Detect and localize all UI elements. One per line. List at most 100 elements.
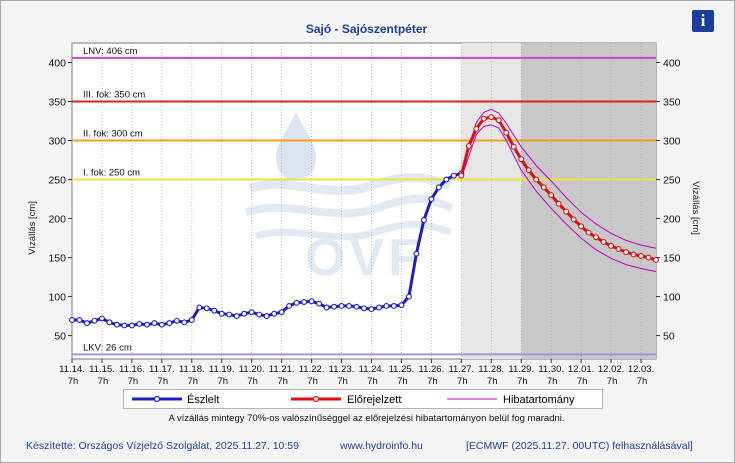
forecast-point [570, 216, 577, 223]
x-tick-date-label: 11.14. [59, 364, 85, 375]
forecast-point [465, 143, 472, 149]
y-tick-label-left: 150 [48, 253, 66, 265]
observed-point [76, 317, 83, 323]
series [69, 114, 659, 329]
observed-point [413, 250, 420, 257]
observed-point [278, 309, 285, 316]
x-tick-hour-label: 7h [547, 376, 558, 387]
forecast-point [480, 115, 487, 122]
x-tick-hour-label: 7h [98, 376, 109, 387]
y-axis-label-left: Vízállás [cm] [27, 201, 38, 255]
x-tick-date-label: 11.20. [239, 364, 265, 375]
legend-forecast-label: Előrejelzett [347, 394, 401, 406]
x-tick-hour-label: 7h [607, 376, 618, 387]
legend-forecast-marker [312, 395, 320, 403]
footer-website-link[interactable]: www.hydroinfo.hu [340, 440, 423, 452]
legend: Észlelt Előrejelzett Hibatartomány [123, 389, 603, 409]
observed-point [353, 303, 360, 310]
forecast-shade-light [461, 43, 522, 359]
x-tick-hour-label: 7h [577, 376, 588, 387]
info-icon[interactable]: i [692, 10, 714, 32]
forecast-point [608, 242, 615, 249]
y-tick-label-right: 50 [663, 331, 675, 343]
x-tick-hour-label: 7h [68, 376, 79, 387]
forecast-point [563, 208, 570, 215]
x-tick-date-label: 11.26. [419, 364, 445, 375]
chart-title: Sajó - Sajószentpéter [305, 22, 428, 36]
x-tick-date-label: 11.21. [269, 364, 295, 375]
x-tick-date-label: 11.23. [329, 364, 355, 375]
observed-point [450, 172, 457, 179]
x-tick-date-label: 11.29. [508, 364, 534, 375]
level-label: LNV: 406 cm [83, 46, 138, 57]
observed-point [323, 304, 330, 311]
footer-model-note: [ECMWF (2025.11.27. 00UTC) felhasználásá… [466, 440, 693, 452]
error-band [460, 108, 657, 273]
wave-line [254, 220, 452, 241]
y-tick-label-right: 400 [663, 58, 681, 70]
forecast-point [458, 172, 465, 179]
y-tick-label-right: 250 [663, 175, 681, 187]
forecast-point [510, 143, 517, 150]
y-tick-label-right: 150 [663, 253, 681, 265]
forecast-point [585, 229, 592, 236]
observed-point [376, 304, 382, 311]
observed-point [383, 302, 390, 309]
forecast-point [495, 117, 502, 124]
forecast-point [518, 156, 525, 163]
observed-point [173, 317, 180, 324]
observed-point [128, 322, 135, 329]
x-tick-date-label: 11.30. [538, 364, 564, 375]
x-tick-date-label: 11.17. [149, 364, 175, 375]
observed-point [428, 196, 435, 202]
legend-svg: Észlelt Előrejelzett Hibatartomány [132, 393, 575, 406]
observed-point [248, 309, 255, 316]
footer-author: Készítette: Országos Vízjelző Szolgálat,… [26, 440, 299, 452]
observed-point [405, 293, 412, 300]
water-drop-icon [276, 112, 316, 181]
forecast-period-shading [461, 43, 656, 359]
level-label: II. fok: 300 cm [83, 129, 143, 140]
x-tick-date-label: 11.25. [389, 364, 415, 375]
observed-point [308, 298, 315, 305]
forecast-point [578, 223, 585, 230]
x-tick-hour-label: 7h [217, 376, 228, 387]
observed-point [188, 317, 195, 323]
observed-point [241, 310, 248, 317]
forecast-point [638, 253, 644, 259]
forecast-point [533, 176, 540, 183]
observed-point [121, 322, 128, 329]
x-tick-hour-label: 7h [188, 376, 199, 387]
forecast-point [600, 239, 607, 245]
error-band-line [460, 124, 657, 273]
watermark-text: OVF [305, 229, 424, 287]
level-label: III. fok: 350 cm [83, 90, 145, 101]
forecast-point [555, 200, 562, 207]
level-label: LKV: 26 cm [83, 342, 132, 353]
x-tick-date-label: 11.27. [448, 364, 474, 375]
observed-point [263, 313, 270, 320]
x-tick-date-label: 11.15. [89, 364, 115, 375]
x-tick-hour-label: 7h [307, 376, 318, 387]
observed-point [226, 311, 233, 318]
observed-point [316, 300, 323, 307]
x-tick-hour-label: 7h [397, 376, 408, 387]
x-tick-hour-label: 7h [367, 376, 378, 387]
observed-point [196, 304, 203, 311]
y-tick-label-left: 300 [48, 136, 66, 148]
forecast-point [623, 249, 630, 256]
forecast-point [525, 167, 532, 174]
x-tick-date-label: 12.02. [598, 364, 624, 375]
y-tick-label-left: 400 [48, 58, 66, 70]
observed-point [91, 317, 98, 324]
legend-observed-label: Észlelt [187, 393, 219, 406]
observed-point [271, 310, 278, 317]
forecast-point [593, 234, 600, 241]
y-axis-label-right: Vízállás [cm] [690, 181, 701, 235]
forecast-point [488, 114, 495, 121]
y-tick-label-right: 100 [663, 292, 681, 304]
observed-point [98, 315, 105, 322]
observed-point [443, 176, 450, 183]
observed-point [398, 302, 405, 309]
observed-point [331, 303, 338, 310]
